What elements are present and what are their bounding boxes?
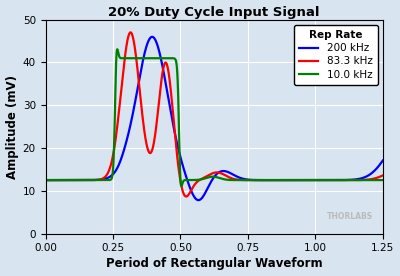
83.3 kHz	[246, 178, 250, 182]
10.0 kHz	[295, 179, 300, 182]
200 kHz	[43, 179, 48, 182]
10.0 kHz	[380, 179, 385, 182]
10.0 kHz	[115, 47, 120, 51]
10.0 kHz	[172, 57, 177, 60]
200 kHz	[263, 179, 268, 182]
83.3 kHz	[184, 195, 188, 198]
83.3 kHz	[128, 31, 133, 34]
Line: 83.3 kHz: 83.3 kHz	[46, 32, 383, 197]
200 kHz	[295, 179, 300, 182]
10.0 kHz	[179, 185, 184, 188]
10.0 kHz	[246, 179, 250, 182]
83.3 kHz	[320, 179, 325, 182]
83.3 kHz	[172, 128, 177, 131]
Line: 200 kHz: 200 kHz	[46, 37, 383, 200]
10.0 kHz	[43, 179, 48, 182]
200 kHz	[246, 178, 250, 181]
200 kHz	[172, 130, 177, 133]
Legend: 200 kHz, 83.3 kHz, 10.0 kHz: 200 kHz, 83.3 kHz, 10.0 kHz	[294, 25, 378, 85]
Text: THORLABS: THORLABS	[326, 212, 373, 221]
X-axis label: Period of Rectangular Waveform: Period of Rectangular Waveform	[106, 258, 322, 270]
10.0 kHz	[263, 179, 268, 182]
83.3 kHz	[104, 173, 109, 176]
10.0 kHz	[320, 179, 325, 182]
200 kHz	[196, 198, 201, 202]
Line: 10.0 kHz: 10.0 kHz	[46, 49, 383, 186]
200 kHz	[380, 159, 385, 162]
Y-axis label: Amplitude (mV): Amplitude (mV)	[6, 75, 18, 179]
83.3 kHz	[263, 179, 268, 182]
200 kHz	[104, 177, 109, 180]
83.3 kHz	[295, 179, 300, 182]
83.3 kHz	[380, 174, 385, 177]
Title: 20% Duty Cycle Input Signal: 20% Duty Cycle Input Signal	[108, 6, 320, 18]
200 kHz	[320, 179, 325, 182]
10.0 kHz	[104, 179, 109, 182]
83.3 kHz	[43, 179, 48, 182]
200 kHz	[150, 35, 154, 38]
